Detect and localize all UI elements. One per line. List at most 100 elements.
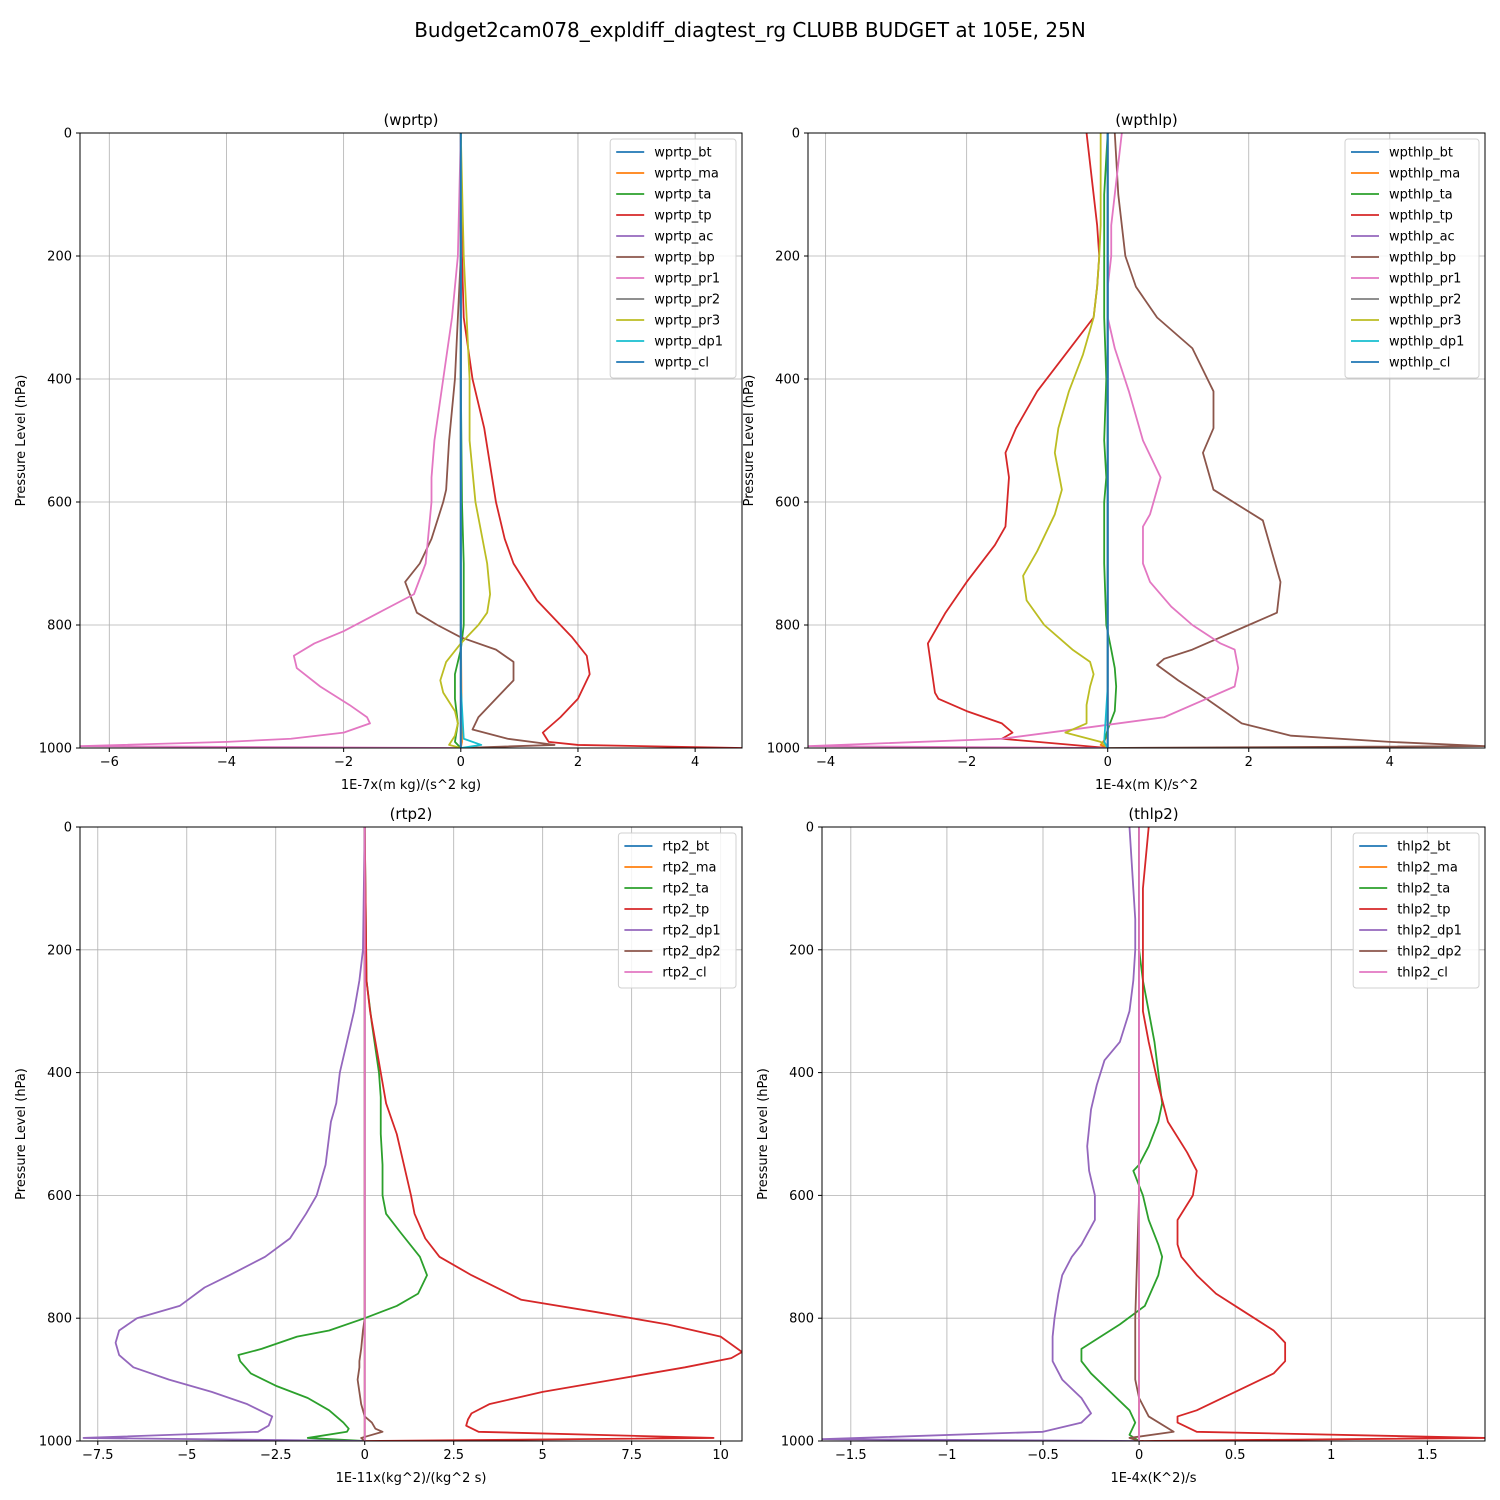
y-tick-label: 0 [792,127,800,142]
x-tick-label: 0 [361,1448,369,1463]
series-line-rtp2_tp [363,827,742,1441]
y-tick-label: 600 [775,496,800,511]
x-tick-label: 4 [691,755,699,770]
legend: wprtp_bt wprtp_ma wprtp_ta wprtp_tp wprtp_ac… [609,138,737,379]
legend-box [609,138,737,379]
y-tick-label: 200 [47,250,72,265]
figure-title: Budget2cam078_expldiff_diagtest_rg CLUBB… [414,18,1086,42]
y-tick-label: 200 [789,943,814,958]
legend-box [617,832,737,989]
series-line-wprtp_tp [459,133,742,748]
panel-title: (wprtp) [383,111,438,129]
legend: rtp2_bt rtp2_ma rtp2_ta rtp2_tp rtp2_dp1 rtp2… [617,832,737,989]
x-tick-label: 4 [1386,755,1394,770]
y-tick-label: 0 [64,127,72,142]
series-group [80,133,742,748]
legend-label: rtp2_dp2 [662,945,720,960]
legend-label: thlp2_dp2 [1397,945,1462,960]
legend-label: wpthlp_pr1 [1389,272,1461,287]
x-tick-label: −5 [177,1448,196,1463]
x-tick-label: 10 [712,1448,729,1463]
y-tick-label: 800 [775,619,800,634]
x-tick-label: 2.5 [443,1448,464,1463]
y-tick-label: 400 [789,1066,814,1081]
legend-label: wpthlp_cl [1389,356,1450,371]
x-tick-label: −2 [334,755,353,770]
x-axis-label: 1E-11x(kg^2)/(kg^2 s) [336,1471,487,1486]
chart-panel-3: −7.5 −5 −2.5 0 2.5 5 7.5 10 0 200 400 600 800 1000 (rt… [14,805,743,1486]
series-line-rtp2_dp1 [82,827,366,1441]
y-tick-label: 200 [775,250,800,265]
x-tick-label: −4 [217,755,236,770]
legend-label: wprtp_bp [654,251,715,266]
series-line-wprtp_pr1 [80,133,462,748]
x-axis-label: 1E-4x(K^2)/s [1110,1471,1196,1486]
legend-label: wprtp_tp [654,209,711,224]
x-tick-label: 0.5 [1225,1448,1246,1463]
legend-label: wprtp_ac [654,230,713,245]
legend-label: wpthlp_pr2 [1389,293,1461,308]
y-axis-label: Pressure Level (hPa) [756,1068,771,1200]
chart-panel-2: −4 −2 0 2 4 0 200 400 600 800 1000 (wpthlp) 1E-4x(m … [742,111,1486,793]
y-axis-label: Pressure Level (hPa) [14,1068,29,1200]
series-line-wpthlp_bp [1107,133,1485,748]
y-tick-label: 400 [47,373,72,388]
x-tick-label: 1 [1327,1448,1335,1463]
series-line-thlp2_dp1 [822,827,1140,1441]
x-tick-label: −2 [957,755,976,770]
x-axis-label: 1E-4x(m K)/s^2 [1095,778,1198,793]
series-line-wprtp_bp [404,133,556,748]
series-line-wpthlp_ta [1103,133,1118,748]
series-line-thlp2_ta [1080,827,1164,1441]
plot-frame [807,132,1486,749]
series-line-wprtp_pr3 [439,133,491,748]
plot-frame [79,826,743,1442]
legend-label: rtp2_ta [662,882,709,897]
y-tick-label: 600 [47,1189,72,1204]
x-tick-label: −2.5 [260,1448,292,1463]
plot-frame [79,132,743,749]
x-axis-label: 1E-7x(m kg)/(s^2 kg) [341,778,481,793]
legend-label: rtp2_ma [662,861,716,876]
y-tick-label: 0 [806,821,814,836]
x-tick-label: 0 [1135,1448,1143,1463]
y-tick-label: 800 [47,619,72,634]
legend-label: rtp2_tp [662,903,709,918]
y-axis-label: Pressure Level (hPa) [14,375,29,507]
panel-title: (thlp2) [1128,805,1178,823]
x-tick-label: −1 [937,1448,956,1463]
legend-label: thlp2_ma [1397,861,1458,876]
panels-container: −6 −4 −2 0 2 402004006008001000(wprtp)1E-7x(m… [14,111,1486,1486]
legend: thlp2_bt thlp2_ma thlp2_ta thlp2_tp thlp2_dp… [1352,832,1480,989]
x-tick-label: 0 [1104,755,1112,770]
legend-label: wprtp_dp1 [654,335,723,350]
legend-label: wprtp_pr3 [654,314,720,329]
y-tick-label: 400 [775,373,800,388]
series-line-thlp2_tp [1139,827,1485,1441]
y-tick-label: 200 [47,943,72,958]
legend-label: wpthlp_tp [1389,209,1453,224]
legend-label: wpthlp_ta [1389,188,1453,203]
legend-label: rtp2_bt [662,840,709,855]
x-tick-label: −7.5 [82,1448,114,1463]
legend-label: thlp2_ta [1397,882,1450,897]
series-line-wpthlp_pr3 [1022,133,1109,748]
legend-label: wprtp_pr2 [654,293,720,308]
x-tick-label: 5 [539,1448,547,1463]
x-tick-label: −4 [816,755,835,770]
chart-panel-4: −1.5 −1 −0.5 0 0.5 1 1.5 0 200 400 600 800 1000 (thlp… [756,805,1486,1486]
legend-label: wprtp_pr1 [654,272,720,287]
legend-label: wpthlp_ma [1389,167,1460,182]
legend-label: wpthlp_ac [1389,230,1455,245]
x-tick-label: −6 [100,755,119,770]
x-tick-label: 1.5 [1417,1448,1438,1463]
legend-label: wprtp_cl [654,356,709,371]
legend-label: thlp2_tp [1397,903,1450,918]
y-tick-label: 0 [64,821,72,836]
y-tick-label: 600 [47,496,72,511]
legend-label: wprtp_ta [654,188,711,203]
legend-label: wpthlp_bt [1389,146,1453,161]
y-tick-label: 600 [789,1189,814,1204]
y-tick-label: 1000 [39,742,72,757]
